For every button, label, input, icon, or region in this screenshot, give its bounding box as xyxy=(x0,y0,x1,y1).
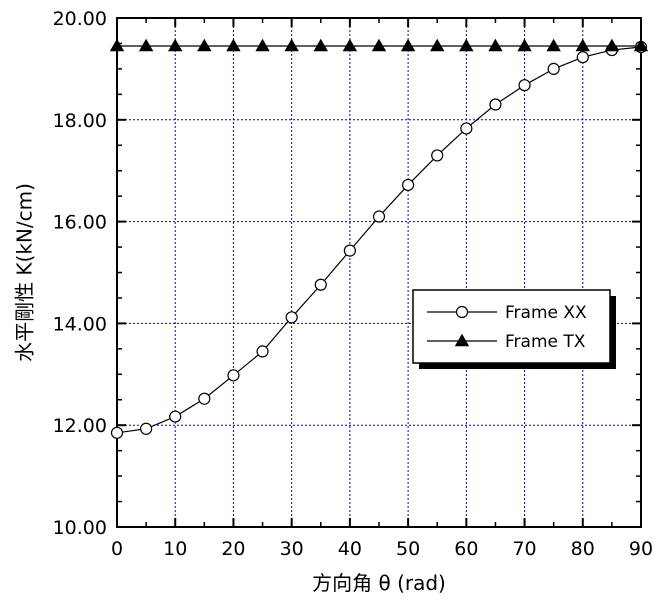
data-point xyxy=(168,38,183,52)
data-point xyxy=(459,38,474,52)
legend: Frame XX Frame TX xyxy=(412,289,616,369)
x-axis-title: 方向角 θ (rad) xyxy=(312,571,446,595)
x-tick-label: 50 xyxy=(396,538,420,560)
x-tick-label: 40 xyxy=(338,538,362,560)
data-point xyxy=(517,38,532,52)
data-point xyxy=(400,38,416,52)
data-point xyxy=(460,122,473,135)
data-point xyxy=(226,38,241,52)
x-tick-label: 10 xyxy=(163,538,187,560)
data-point xyxy=(430,38,445,52)
data-point xyxy=(343,244,356,257)
y-tick-label: 18.00 xyxy=(53,110,107,132)
legend-box xyxy=(412,289,611,364)
data-point xyxy=(255,38,270,52)
series-line xyxy=(116,46,642,434)
axes xyxy=(116,17,642,528)
x-tick-label: 20 xyxy=(221,538,245,560)
data-point xyxy=(604,38,620,52)
data-point xyxy=(575,38,590,52)
data-point xyxy=(342,38,358,52)
y-tick-label: 16.00 xyxy=(53,212,107,234)
y-tick-label: 10.00 xyxy=(53,517,107,539)
data-point xyxy=(198,392,211,405)
data-point xyxy=(402,178,415,192)
data-point xyxy=(227,369,240,382)
data-point xyxy=(109,38,125,52)
x-tick-label: 0 xyxy=(111,538,123,560)
y-axis-title: 水平剛性 K(kN/cm) xyxy=(13,183,37,362)
y-tick-label: 12.00 xyxy=(53,415,107,437)
data-point xyxy=(169,410,182,423)
axis-ticks: 0 10 20 30 40 50 60 70 80 90 10.00 12.00 14.00 16.00 1… xyxy=(53,8,654,560)
data-point xyxy=(633,38,649,52)
legend-label: Frame XX xyxy=(505,303,587,323)
data-point xyxy=(313,38,328,52)
grid-lines xyxy=(116,17,642,528)
data-point xyxy=(576,51,589,64)
plot-frame xyxy=(116,17,642,528)
data-point xyxy=(431,149,444,162)
data-point xyxy=(197,38,212,52)
x-tick-label: 30 xyxy=(280,538,304,560)
series-1 xyxy=(109,38,649,52)
data-point xyxy=(314,278,327,291)
y-tick-label: 20.00 xyxy=(53,8,107,30)
data-point xyxy=(284,38,299,52)
legend-marker xyxy=(455,305,469,319)
series-group xyxy=(109,38,649,439)
y-tick-label: 14.00 xyxy=(53,313,107,335)
data-point xyxy=(546,38,561,52)
data-point xyxy=(285,311,298,324)
data-point xyxy=(547,62,560,76)
data-point xyxy=(372,210,386,223)
data-point xyxy=(488,38,503,52)
x-tick-label: 60 xyxy=(454,538,478,560)
x-tick-label: 70 xyxy=(512,538,536,560)
data-point xyxy=(110,426,124,439)
data-point xyxy=(256,345,269,358)
data-point xyxy=(489,98,502,111)
legend-marker xyxy=(454,333,470,347)
data-point xyxy=(518,79,531,92)
x-tick-label: 80 xyxy=(571,538,595,560)
x-tick-label: 90 xyxy=(629,538,653,560)
data-point xyxy=(138,38,154,52)
legend-label: Frame TX xyxy=(505,332,586,352)
data-point xyxy=(140,422,153,435)
data-point xyxy=(371,38,387,52)
series-0 xyxy=(110,40,648,439)
